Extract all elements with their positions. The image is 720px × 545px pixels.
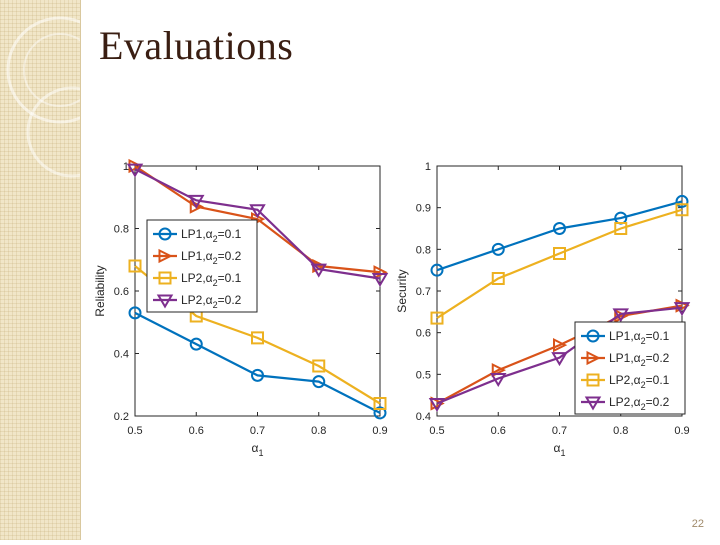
data-point	[491, 272, 505, 285]
legend-label: LP1,α2=0.1	[181, 227, 242, 244]
series-1	[430, 194, 689, 277]
data-point	[373, 397, 387, 410]
x-tick-label: 0.5	[429, 425, 444, 437]
x-tick-label: 0.7	[250, 425, 265, 437]
y-tick-label: 0.4	[114, 349, 129, 361]
y-tick-label: 0.8	[416, 244, 431, 256]
data-point	[312, 375, 326, 389]
legend-box	[146, 219, 258, 313]
y-tick-label: 1	[123, 161, 129, 173]
x-axis-title: α1	[252, 441, 264, 458]
data-point	[189, 199, 204, 214]
data-point	[312, 359, 326, 373]
series-2	[128, 158, 388, 280]
data-point	[189, 337, 203, 351]
chart-1: 0.5 0.6 0.7 0.8 0.9 0.2 0.4 0.6 0.8 1 α1 Reliabilit…	[93, 158, 389, 458]
data-point	[371, 273, 389, 287]
legend-box	[574, 321, 686, 415]
legend-label: LP2,α2=0.2	[609, 395, 670, 412]
data-point	[430, 263, 444, 277]
decorative-side-strip	[0, 0, 118, 540]
y-tick-label: 0.4	[416, 411, 431, 423]
legend-marker	[158, 227, 172, 241]
series-4	[126, 163, 389, 287]
legend-marker	[586, 373, 600, 387]
legend-label: LP1,α2=0.2	[181, 249, 242, 266]
series-1	[128, 306, 387, 420]
x-tick-label: 0.9	[674, 425, 689, 437]
slide-title: Evaluations	[99, 23, 294, 68]
data-point	[251, 331, 264, 345]
x-tick-label: 0.7	[552, 425, 567, 437]
data-point	[551, 352, 568, 367]
data-point	[126, 163, 144, 178]
legend-label: LP2,α2=0.2	[181, 293, 242, 310]
legend-marker	[156, 294, 174, 309]
data-point	[675, 203, 689, 217]
data-point	[373, 406, 387, 420]
y-axis-title: Security	[395, 269, 409, 312]
legend-label: LP2,α2=0.1	[609, 373, 670, 390]
y-tick-label: 0.5	[416, 369, 431, 381]
data-point	[614, 222, 628, 235]
y-tick-label: 0.7	[416, 286, 431, 298]
y-tick-label: 0.6	[416, 328, 431, 340]
data-point	[675, 194, 689, 208]
y-tick-label: 0.9	[416, 203, 431, 215]
legend-marker	[158, 248, 173, 264]
data-point	[428, 398, 446, 412]
data-point	[673, 302, 691, 317]
x-tick-label: 0.8	[311, 425, 326, 437]
series-line	[134, 165, 381, 274]
page-number: 22	[691, 518, 704, 530]
series-line	[134, 168, 381, 280]
series-line	[436, 306, 683, 405]
x-axis-title: α1	[554, 441, 566, 458]
y-tick-label: 0.2	[114, 411, 129, 423]
data-point	[187, 194, 205, 209]
legend-marker	[586, 329, 600, 343]
x-tick-label: 0.6	[491, 425, 506, 437]
x-tick-label: 0.6	[189, 425, 204, 437]
data-point	[553, 222, 566, 235]
data-point	[310, 263, 328, 278]
data-point	[430, 396, 445, 411]
legend-label: LP1,α2=0.1	[609, 329, 670, 346]
series-line	[134, 311, 381, 414]
y-tick-label: 0.8	[114, 224, 129, 236]
legend-marker	[586, 350, 601, 366]
chart-2: 0.5 0.6 0.7 0.8 0.9 0.4 0.5 0.6 0.7 0.8 0.9 1 α1 Secu…	[395, 161, 691, 458]
data-point	[128, 306, 142, 320]
data-point	[249, 204, 266, 219]
legend-marker	[584, 396, 602, 411]
legend-label: LP1,α2=0.2	[609, 351, 670, 368]
legend: LP1,α2=0.1 LP1,α2=0.2 LP2,α2=0.1 LP2,α2=0.2	[574, 321, 686, 415]
legend: LP1,α2=0.1 LP1,α2=0.2 LP2,α2=0.1 LP2,α2=0.2	[146, 219, 258, 313]
data-point	[251, 368, 264, 382]
legend-marker	[158, 271, 172, 285]
y-axis-title: Reliability	[93, 265, 107, 316]
y-tick-label: 1	[425, 161, 431, 173]
data-point	[430, 311, 444, 325]
legend-label: LP2,α2=0.1	[181, 271, 242, 288]
series-4	[428, 302, 691, 412]
series-line	[436, 200, 683, 272]
y-tick-label: 0.6	[114, 286, 129, 298]
x-tick-label: 0.9	[372, 425, 387, 437]
data-point	[491, 242, 505, 256]
data-point	[553, 338, 568, 353]
data-point	[612, 308, 630, 323]
x-tick-label: 0.5	[127, 425, 142, 437]
series-3	[430, 203, 689, 325]
x-tick-label: 0.8	[613, 425, 628, 437]
data-point	[489, 373, 507, 387]
data-point	[553, 247, 566, 260]
data-point	[491, 363, 506, 378]
series-line	[436, 208, 683, 320]
data-point	[128, 259, 142, 273]
